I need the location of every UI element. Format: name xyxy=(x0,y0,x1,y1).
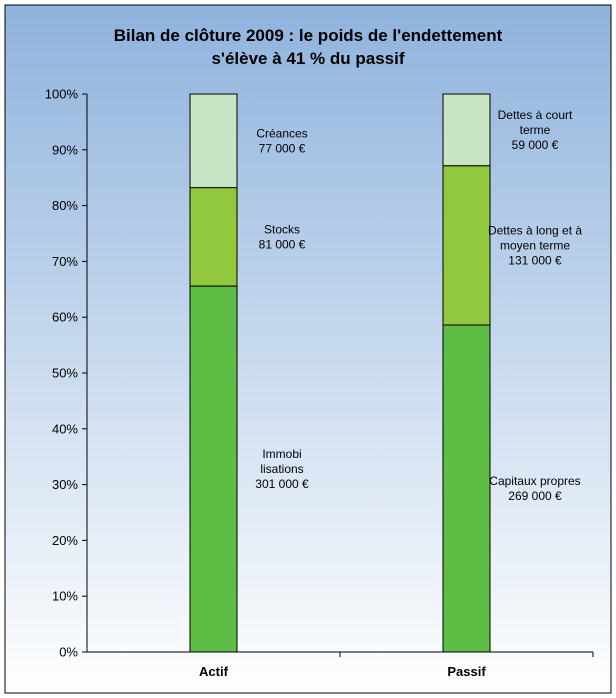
segment-label-line: moyen terme xyxy=(500,238,570,252)
segment-label-line: Capitaux propres xyxy=(489,474,580,488)
segment-label: Dettes à court terme 59 000 € xyxy=(498,108,573,152)
y-tick-label: 40% xyxy=(52,421,78,436)
segment-label-line: 59 000 € xyxy=(512,138,559,152)
segment-label-line: 301 000 € xyxy=(255,477,309,491)
y-tick-label: 60% xyxy=(52,310,78,325)
segment-label: Immobi lisations 301 000 € xyxy=(255,447,309,491)
y-tick-label: 0% xyxy=(59,645,78,660)
y-tick-label: 70% xyxy=(52,254,78,269)
bar-segment xyxy=(189,93,238,189)
axes: 0% 10% 20% 30% 40% 50% 60% 70% 80% 90% 100% Actif Pa… xyxy=(45,87,594,679)
y-tick-label: 80% xyxy=(52,198,78,213)
segment-labels: Immobi lisations 301 000 € Stocks 81 000 € Cr… xyxy=(255,108,582,503)
segment-label-line: lisations xyxy=(260,462,303,476)
y-tick-label: 20% xyxy=(52,533,78,548)
segment-label-line: Créances xyxy=(256,126,307,140)
y-tick-label: 90% xyxy=(52,142,78,157)
y-tick-label: 10% xyxy=(52,589,78,604)
segment-label: Dettes à long et à moyen terme 131 000 € xyxy=(488,223,582,267)
segment-label-line: 269 000 € xyxy=(508,489,562,503)
segment-label: Créances 77 000 € xyxy=(256,126,307,155)
chart-background xyxy=(4,4,612,694)
segment-label: Stocks 81 000 € xyxy=(259,222,306,251)
segment-label-line: Dettes à long et à xyxy=(488,223,582,237)
segment-label-line: 81 000 € xyxy=(259,237,306,251)
chart-title-line-2: s'élève à 41 % du passif xyxy=(211,49,404,68)
segment-label-line: Dettes à court xyxy=(498,108,573,122)
segment-label-line: Stocks xyxy=(264,222,300,236)
y-tick-label: 30% xyxy=(52,477,78,492)
bar-segment xyxy=(189,187,238,287)
bars xyxy=(189,93,491,653)
bar-segment xyxy=(442,93,491,167)
y-tick-label: 50% xyxy=(52,366,78,381)
segment-label-line: Immobi xyxy=(262,447,301,461)
segment-label-line: 77 000 € xyxy=(259,141,306,155)
segment-label: Capitaux propres 269 000 € xyxy=(489,474,580,503)
bar-segment xyxy=(189,285,238,653)
x-category-label: Passif xyxy=(447,664,486,679)
y-tick-label: 100% xyxy=(45,87,79,102)
bar-segment xyxy=(442,165,491,326)
segment-label-line: terme xyxy=(520,123,551,137)
bar-segment xyxy=(442,324,491,653)
chart-title-line-1: Bilan de clôture 2009 : le poids de l'en… xyxy=(114,26,503,45)
segment-label-line: 131 000 € xyxy=(508,253,562,267)
x-category-label: Actif xyxy=(199,664,229,679)
